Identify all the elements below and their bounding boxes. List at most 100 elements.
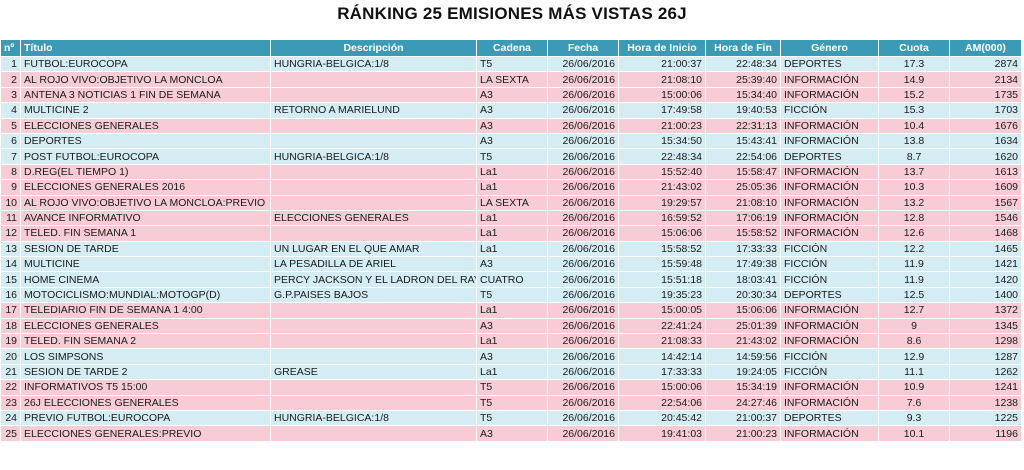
table-cell: 25:05:36	[705, 179, 781, 196]
table-cell: SESION DE TARDE	[20, 240, 271, 258]
table-cell: 17:33:33	[705, 240, 781, 258]
table-cell: 26/06/2016	[547, 225, 619, 242]
table-cell: T5	[476, 148, 548, 165]
table-row: 24 PREVIO FUTBOL:EUROCOPA HUNGRIA-BELGICA:…	[0, 409, 1022, 427]
table-cell: HUNGRIA-BELGICA:1/8	[270, 55, 477, 73]
table-cell: INFORMACIÓN	[780, 117, 879, 134]
table-cell: 15:34:40	[705, 86, 781, 104]
table-cell: La1	[476, 209, 548, 227]
table-cell: 8.7	[878, 148, 950, 165]
table-cell: 1196	[949, 425, 1022, 442]
table-cell: POST FUTBOL:EUROCOPA	[20, 148, 271, 165]
table-row: 1 FUTBOL:EUROCOPA HUNGRIA-BELGICA:1/8 T5 26/…	[0, 55, 1022, 73]
table-cell: 1634	[949, 132, 1022, 150]
table-cell: HUNGRIA-BELGICA:1/8	[270, 409, 477, 427]
table-cell: 15:34:19	[705, 379, 781, 396]
table-cell: 26/06/2016	[547, 102, 619, 119]
table-row: 23 26J ELECCIONES GENERALES T5 26/06/2016 22…	[0, 394, 1022, 411]
table-cell: 12.5	[878, 286, 950, 304]
table-cell: 26/06/2016	[547, 348, 619, 365]
table-cell: 15:00:05	[618, 302, 706, 319]
column-header: Género	[780, 39, 879, 57]
table-cell: 22:48:34	[618, 148, 706, 165]
table-cell	[270, 425, 477, 442]
table-cell: 15:51:18	[618, 271, 706, 288]
table-cell	[270, 333, 477, 350]
table-cell: 26/06/2016	[547, 256, 619, 273]
table-cell: 1238	[949, 394, 1022, 411]
table-cell: La1	[476, 240, 548, 258]
table-row: 3 ANTENA 3 NOTICIAS 1 FIN DE SEMANA A3 26/0…	[0, 86, 1022, 104]
table-cell: 19:24:05	[705, 363, 781, 381]
table-cell: 5	[0, 117, 21, 134]
table-cell: 1400	[949, 286, 1022, 304]
table-cell	[270, 194, 477, 211]
table-cell: La1	[476, 179, 548, 196]
table-row: 7 POST FUTBOL:EUROCOPA HUNGRIA-BELGICA:1/8…	[0, 148, 1022, 165]
table-row: 25 ELECCIONES GENERALES:PREVIO A3 26/06/201…	[0, 425, 1022, 442]
table-cell: 22:54:06	[618, 394, 706, 411]
table-cell: INFORMATIVOS T5 15:00	[20, 379, 271, 396]
table-cell	[270, 348, 477, 365]
table-cell: 1345	[949, 317, 1022, 335]
table-cell	[270, 302, 477, 319]
table-cell: FICCIÓN	[780, 240, 879, 258]
table-cell: 26/06/2016	[547, 286, 619, 304]
table-cell: 10.9	[878, 379, 950, 396]
table-cell: 13.2	[878, 194, 950, 211]
table-cell: 9	[878, 317, 950, 335]
table-cell: PREVIO FUTBOL:EUROCOPA	[20, 409, 271, 427]
table-cell: ELECCIONES GENERALES	[270, 209, 477, 227]
table-cell: 13	[0, 240, 21, 258]
table-cell: FICCIÓN	[780, 256, 879, 273]
table-cell: 21:00:37	[705, 409, 781, 427]
table-cell: PERCY JACKSON Y EL LADRON DEL RAYO	[270, 271, 477, 288]
table-cell	[270, 86, 477, 104]
table-cell: INFORMACIÓN	[780, 86, 879, 104]
table-cell: 26/06/2016	[547, 425, 619, 442]
table-body: 1 FUTBOL:EUROCOPA HUNGRIA-BELGICA:1/8 T5 26/…	[0, 55, 1022, 442]
table-cell: DEPORTES	[20, 132, 271, 150]
table-cell: 26/06/2016	[547, 163, 619, 181]
table-cell: 26/06/2016	[547, 271, 619, 288]
table-cell: ANTENA 3 NOTICIAS 1 FIN DE SEMANA	[20, 86, 271, 104]
table-cell: 2	[0, 71, 21, 88]
table-cell: AVANCE INFORMATIVO	[20, 209, 271, 227]
table-cell: HUNGRIA-BELGICA:1/8	[270, 148, 477, 165]
table-cell: INFORMACIÓN	[780, 425, 879, 442]
table-cell: 17.3	[878, 55, 950, 73]
table-cell	[270, 71, 477, 88]
table-cell: 15	[0, 271, 21, 288]
table-row: 19 TELED. FIN SEMANA 2 La1 26/06/2016 21:08:…	[0, 333, 1022, 350]
table-cell: 10.1	[878, 425, 950, 442]
table-cell: 1420	[949, 271, 1022, 288]
table-cell: 1241	[949, 379, 1022, 396]
table-cell: 15.3	[878, 102, 950, 119]
table-cell: 19:29:57	[618, 194, 706, 211]
table-cell: 19:35:23	[618, 286, 706, 304]
table-cell: A3	[476, 425, 548, 442]
table-cell: 1298	[949, 333, 1022, 350]
ranking-table: nº Título Descripción Cadena Fecha Hora de In…	[0, 39, 1022, 442]
table-row: 14 MULTICINE LA PESADILLA DE ARIEL A3 26/06/…	[0, 256, 1022, 273]
table-cell: LA PESADILLA DE ARIEL	[270, 256, 477, 273]
table-cell: 15:06:06	[618, 225, 706, 242]
table-cell: SESION DE TARDE 2	[20, 363, 271, 381]
table-cell: 7	[0, 148, 21, 165]
table-cell: FUTBOL:EUROCOPA	[20, 55, 271, 73]
table-cell: 9.3	[878, 409, 950, 427]
table-cell: 26/06/2016	[547, 379, 619, 396]
table-cell: INFORMACIÓN	[780, 132, 879, 150]
table-cell: 19:40:53	[705, 102, 781, 119]
table-cell: 1613	[949, 163, 1022, 181]
table-cell: 1	[0, 55, 21, 73]
table-cell: 22:48:34	[705, 55, 781, 73]
table-cell: T5	[476, 286, 548, 304]
table-row: 13 SESION DE TARDE UN LUGAR EN EL QUE AMAR…	[0, 240, 1022, 258]
table-cell: 9	[0, 179, 21, 196]
column-header: Hora de Fin	[705, 39, 781, 57]
column-header: Fecha	[547, 39, 619, 57]
table-cell: 25:01:39	[705, 317, 781, 335]
table-cell: ELECCIONES GENERALES 2016	[20, 179, 271, 196]
table-cell: A3	[476, 86, 548, 104]
